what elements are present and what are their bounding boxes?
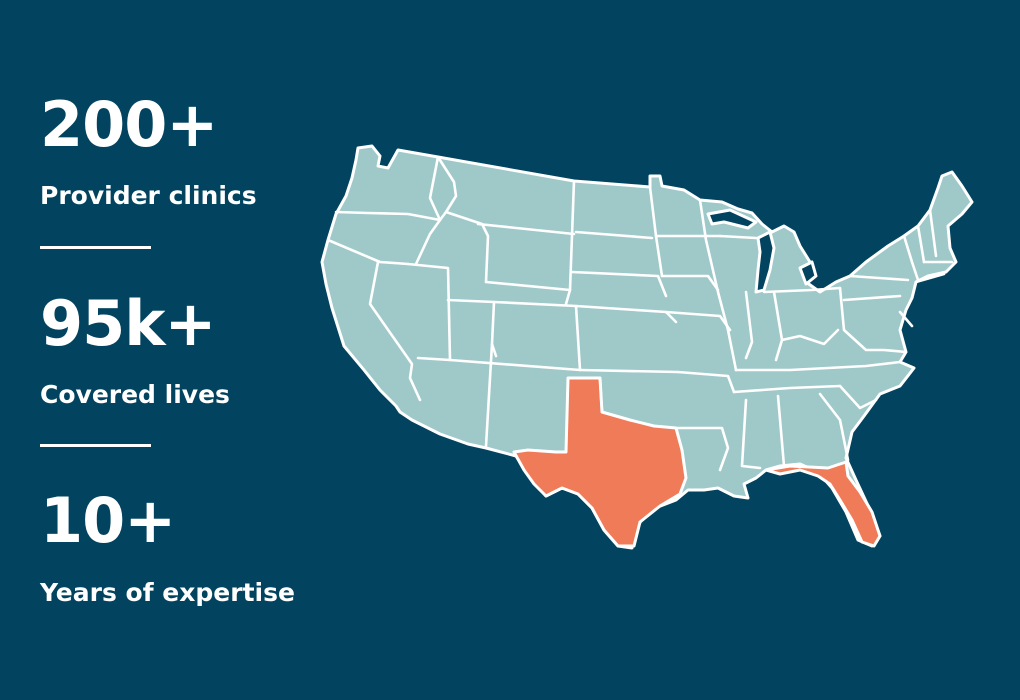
lake-erie	[798, 260, 818, 286]
stat-value-clinics: 200+	[40, 88, 218, 161]
state-borders	[326, 155, 954, 472]
stat-label-clinics: Provider clinics	[40, 181, 257, 210]
us-map	[310, 130, 1000, 570]
state-texas	[512, 376, 688, 548]
lake-michigan	[754, 230, 776, 294]
stat-label-lives: Covered lives	[40, 380, 230, 409]
lake-superior	[706, 208, 758, 230]
stat-divider	[40, 246, 151, 249]
us-map-svg	[320, 144, 974, 550]
us-mainland	[320, 144, 974, 550]
stat-value-lives: 95k+	[40, 287, 216, 360]
stat-value-years: 10+	[40, 484, 176, 557]
stat-divider	[40, 444, 151, 447]
state-florida	[764, 460, 882, 548]
stat-label-years: Years of expertise	[40, 578, 295, 607]
